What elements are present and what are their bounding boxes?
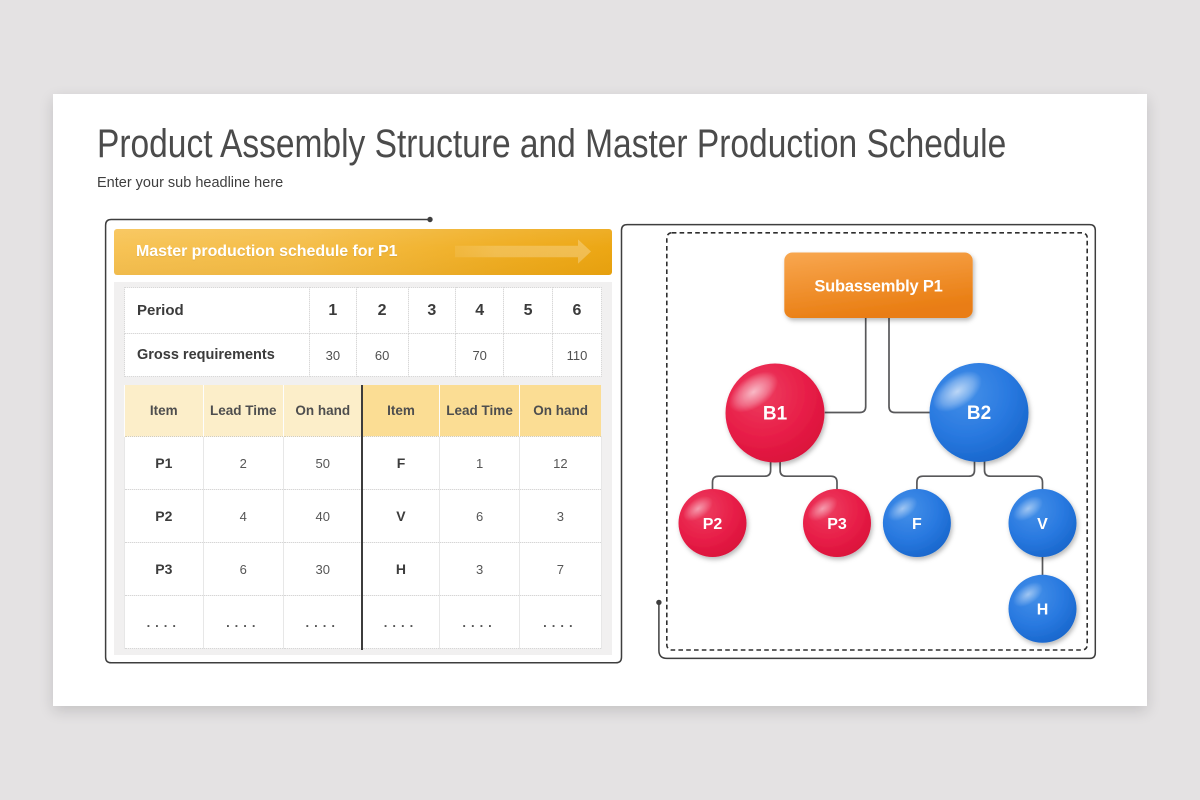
svg-text:F: F <box>912 516 922 533</box>
svg-text:Subassembly P1: Subassembly P1 <box>814 278 942 296</box>
svg-text:B1: B1 <box>763 404 788 425</box>
svg-text:P3: P3 <box>827 516 847 533</box>
svg-text:H: H <box>1037 602 1049 619</box>
svg-text:B2: B2 <box>967 403 991 424</box>
svg-text:V: V <box>1037 516 1048 533</box>
svg-text:P2: P2 <box>703 516 723 533</box>
